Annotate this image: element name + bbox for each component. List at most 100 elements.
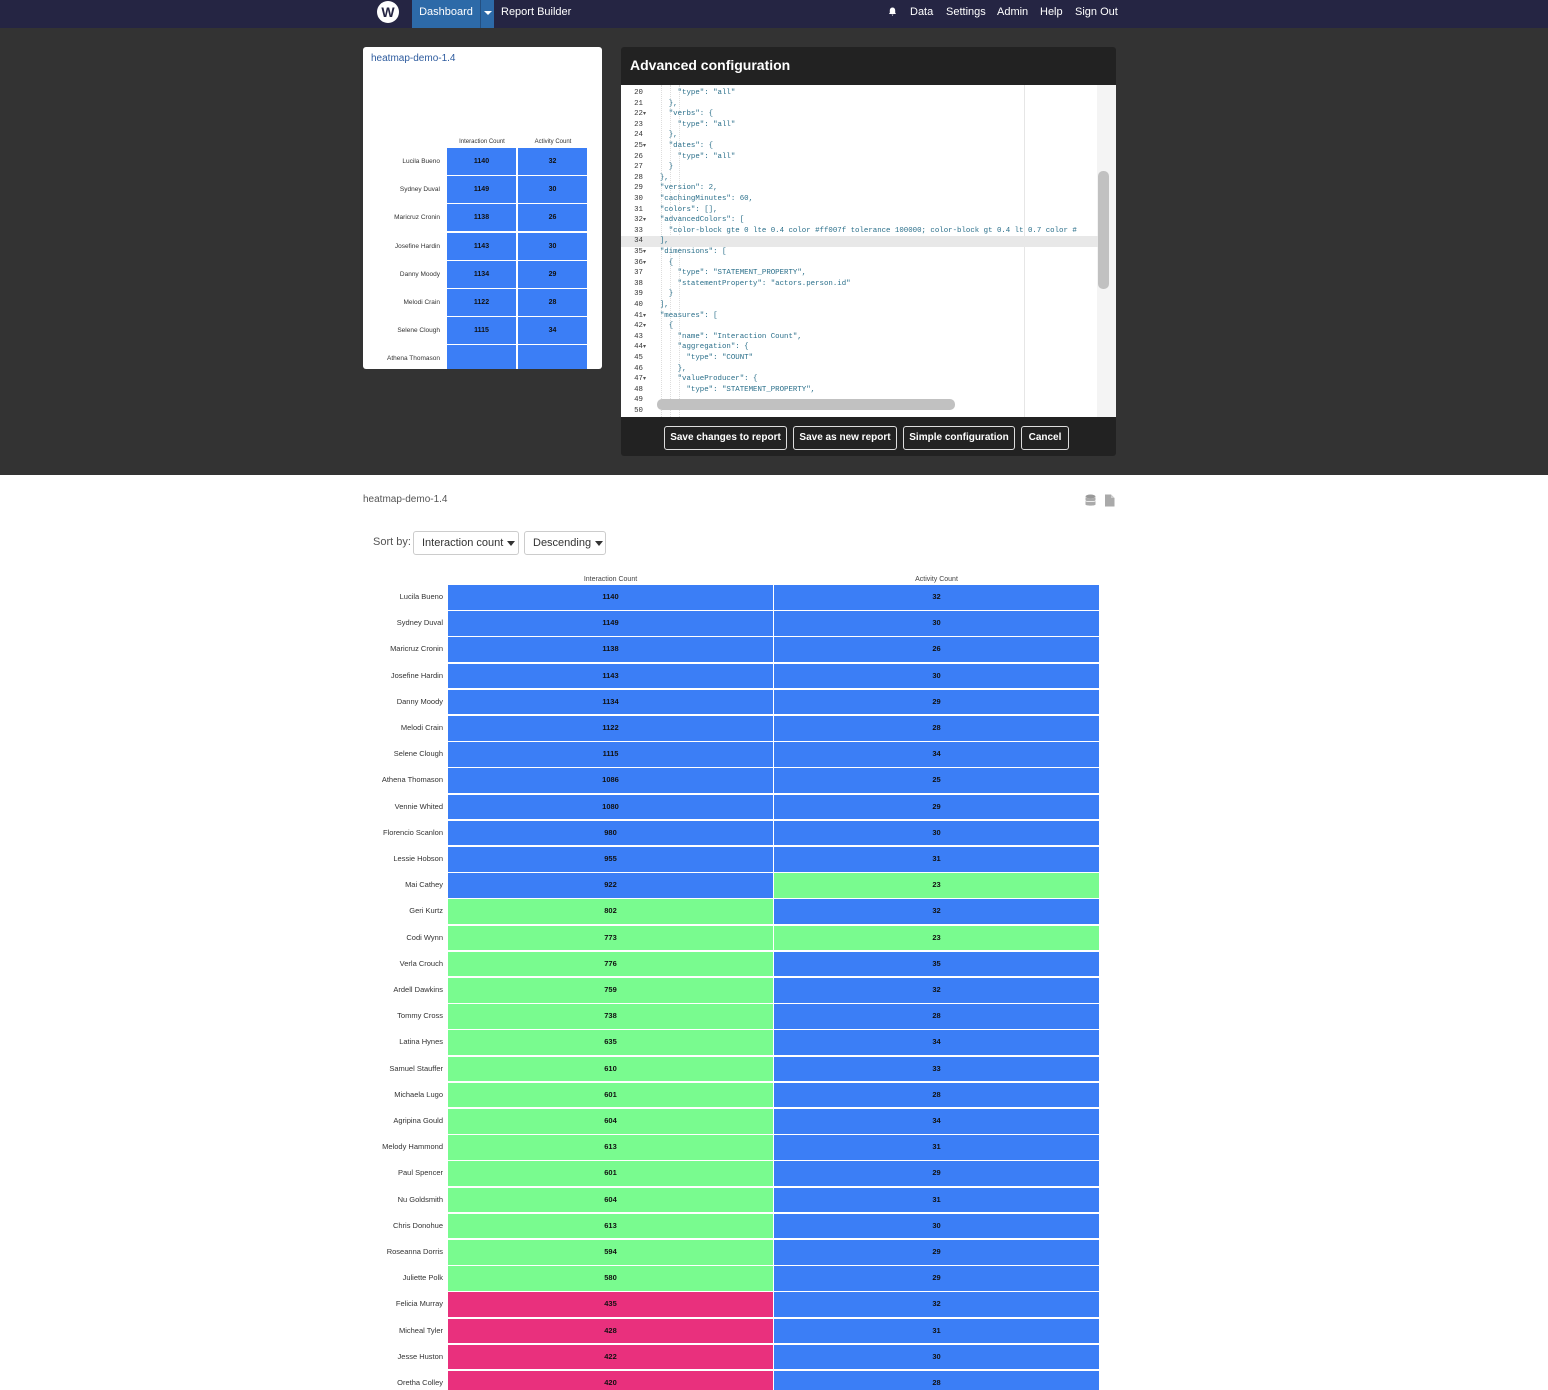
database-icon[interactable] (1085, 494, 1096, 507)
cancel-button[interactable]: Cancel (1021, 426, 1069, 450)
code-line[interactable]: 20 "type": "all" (621, 88, 1101, 99)
heatmap-row-name: Verla Crouch (399, 958, 443, 968)
code-text: "advancedColors": [ (651, 216, 745, 225)
preview-row: Josefine Hardin 1143 30 (363, 232, 602, 261)
code-line[interactable]: 39 } (621, 289, 1101, 300)
save-as-new-button[interactable]: Save as new report (793, 426, 897, 450)
code-line[interactable]: 35▾ "dimensions": [ (621, 247, 1101, 258)
fold-toggle-icon[interactable]: ▾ (643, 248, 647, 255)
code-line[interactable]: 21 }, (621, 99, 1101, 110)
heatmap-cell-activity: 30 (774, 663, 1099, 689)
code-line[interactable]: 34 ], (621, 236, 1101, 247)
fold-toggle-icon[interactable]: ▾ (643, 110, 647, 118)
fold-toggle-icon[interactable]: ▾ (643, 258, 647, 266)
line-number: 36 (634, 258, 643, 267)
nav-dashboard[interactable]: Dashboard (412, 0, 480, 28)
fold-toggle-icon[interactable]: ▾ (643, 343, 647, 351)
sort-order-select[interactable]: Descending (524, 531, 606, 555)
heatmap-cell-activity: 31 (774, 1318, 1099, 1344)
heatmap-row-name: Codi Wynn (406, 932, 443, 942)
code-line[interactable]: 43 "name": "Interaction Count", (621, 332, 1101, 343)
code-line[interactable]: 46 }, (621, 364, 1101, 375)
code-line[interactable]: 31 "colors": [], (621, 205, 1101, 216)
heatmap-row-name: Mai Cathey (405, 880, 443, 890)
code-line[interactable]: 38 "statementProperty": "actors.person.i… (621, 279, 1101, 290)
nav-settings[interactable]: Settings (946, 6, 986, 18)
code-line[interactable]: 37 "type": "STATEMENT_PROPERTY", (621, 268, 1101, 279)
heatmap-row: Paul Spencer 601 29 (363, 1161, 1103, 1187)
code-line[interactable]: 30 "cachingMinutes": 60, (621, 194, 1101, 205)
heatmap-row-name: Melody Hammond (382, 1142, 443, 1152)
bell-icon[interactable] (888, 7, 897, 16)
code-text: }, (651, 173, 669, 182)
code-line[interactable]: 50 (621, 406, 1101, 417)
editor-horizontal-scrollbar[interactable] (657, 399, 955, 410)
code-line[interactable]: 24 }, (621, 130, 1101, 141)
code-line[interactable]: 28 }, (621, 173, 1101, 184)
code-line[interactable]: 47▾ "valueProducer": { (621, 374, 1101, 385)
code-line[interactable]: 33 "color-block gte 0 lte 0.4 color #ff0… (621, 226, 1101, 237)
code-line[interactable]: 32▾ "advancedColors": [ (621, 215, 1101, 226)
line-number: 44 (634, 343, 643, 352)
code-line[interactable]: 41▾ "measures": [ (621, 311, 1101, 322)
nav-data[interactable]: Data (910, 6, 934, 18)
line-number: 45 (634, 354, 643, 362)
line-number: 38 (634, 279, 643, 288)
line-number: 46 (634, 364, 643, 373)
app-logo[interactable]: W (377, 1, 399, 23)
simple-config-button[interactable]: Simple configuration (903, 426, 1015, 450)
document-icon[interactable] (1104, 494, 1115, 507)
code-line[interactable]: 36▾ { (621, 258, 1101, 269)
code-text: { (651, 322, 674, 331)
heatmap-row: Melody Hammond 613 31 (363, 1135, 1103, 1161)
heatmap-row: Florencio Scanlon 980 30 (363, 820, 1103, 847)
code-line[interactable]: 40 ], (621, 300, 1101, 311)
code-line[interactable]: 22▾ "verbs": { (621, 109, 1101, 120)
dashboard-dropdown-toggle[interactable] (480, 0, 494, 28)
nav-admin[interactable]: Admin (997, 6, 1029, 18)
preview-row: Lucila Bueno 1140 32 (363, 148, 602, 176)
line-number: 39 (634, 290, 643, 299)
fold-toggle-icon[interactable]: ▾ (643, 311, 647, 319)
heatmap-row-name: Florencio Scanlon (382, 827, 443, 837)
chevron-down-icon (507, 540, 516, 546)
code-line[interactable]: 44▾ "aggregation": { (621, 342, 1101, 353)
code-editor[interactable]: 20 "type": "all" 21 }, 22▾ "verbs": {23 "t… (621, 85, 1116, 417)
code-line[interactable]: 45 "type": "COUNT" (621, 353, 1101, 364)
editor-vertical-scrollbar[interactable] (1098, 171, 1109, 289)
code-line[interactable]: 42▾ { (621, 321, 1101, 332)
code-line[interactable]: 27 } (621, 162, 1101, 173)
heatmap-row: Micheal Tyler 428 31 (363, 1318, 1103, 1345)
preview-cell-interaction: 1149 (447, 176, 516, 204)
heatmap-cell-interaction: 1134 (448, 689, 773, 715)
sort-field-select[interactable]: Interaction count (413, 531, 519, 555)
code-line[interactable]: 23 "type": "all" (621, 120, 1101, 131)
code-text: "type": "all" (651, 120, 736, 129)
heatmap-row: Jesse Huston 422 30 (363, 1344, 1103, 1371)
nav-help[interactable]: Help (1040, 6, 1063, 18)
nav-sign-out[interactable]: Sign Out (1075, 6, 1118, 18)
heatmap-cell-interaction: 759 (448, 978, 773, 1003)
code-line[interactable]: 26 "type": "all" (621, 152, 1101, 163)
fold-toggle-icon[interactable]: ▾ (643, 375, 647, 383)
nav-report-builder[interactable]: Report Builder (501, 6, 572, 18)
heatmap-row: Codi Wynn 773 23 (363, 925, 1103, 952)
code-line[interactable]: 48 "type": "STATEMENT_PROPERTY", (621, 385, 1101, 396)
line-number: 23 (634, 120, 643, 129)
line-number: 40 (634, 301, 643, 309)
line-number: 28 (634, 173, 643, 182)
heatmap-row: Melodi Crain 1122 28 (363, 716, 1103, 742)
code-line[interactable]: 25▾ "dates": { (621, 141, 1101, 152)
code-text: } (651, 290, 674, 299)
heatmap-row: Roseanna Dorris 594 29 (363, 1240, 1103, 1266)
code-line[interactable]: 29 "version": 2, (621, 183, 1101, 194)
heatmap-row-name: Chris Donohue (392, 1220, 443, 1230)
fold-toggle-icon[interactable]: ▾ (643, 216, 647, 224)
code-line[interactable]: 49 (621, 395, 1101, 406)
heatmap-row-name: Agripina Gould (393, 1116, 443, 1125)
save-changes-button[interactable]: Save changes to report (664, 426, 787, 450)
code-text: } (651, 163, 674, 172)
line-number: 47 (634, 375, 643, 384)
fold-toggle-icon[interactable]: ▾ (643, 322, 647, 330)
fold-toggle-icon[interactable]: ▾ (643, 142, 647, 149)
